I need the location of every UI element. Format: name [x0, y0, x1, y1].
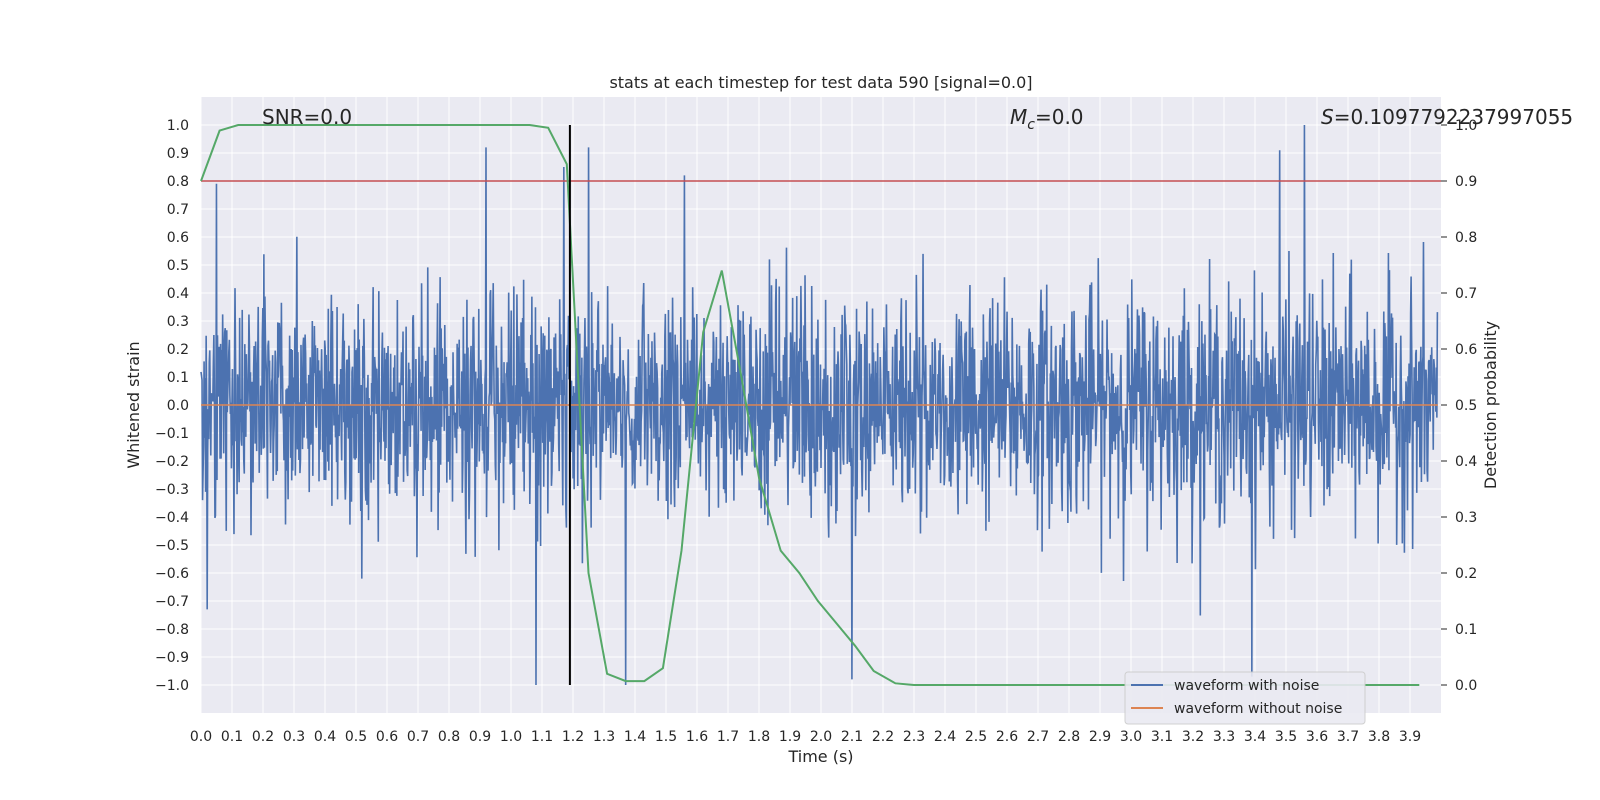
x-tick-label: 2.7	[1027, 729, 1049, 745]
x-tick-label: 2.2	[872, 729, 894, 745]
x-tick-label: 3.4	[1244, 729, 1266, 745]
y-tick-label: −1.0	[155, 678, 189, 694]
x-tick-label: 3.8	[1368, 729, 1390, 745]
y2-tick-label: 0.5	[1455, 398, 1477, 414]
legend-box	[1124, 671, 1366, 725]
annotation-mc-subscript: c	[1027, 117, 1035, 133]
y2-tick-label: 0.9	[1455, 174, 1477, 190]
x-tick-label: 2.5	[965, 729, 987, 745]
chart-title: stats at each timestep for test data 590…	[609, 73, 1032, 92]
y-tick-label: −0.7	[155, 594, 189, 610]
annotation-mc: Mc=0.0	[1010, 105, 1084, 133]
x-tick-label: 3.5	[1275, 729, 1297, 745]
annotation-snr: SNR=0.0	[262, 105, 352, 129]
y-tick-label: 0.2	[167, 342, 189, 358]
y2-tick-label: 0.3	[1455, 510, 1477, 526]
annotation-mc-symbol: M	[1010, 105, 1027, 129]
y-axis-label: Whitened strain	[124, 341, 143, 468]
y-tick-label: 0.6	[167, 230, 189, 246]
y2-tick-label: 0.8	[1455, 230, 1477, 246]
x-tick-label: 1.3	[593, 729, 615, 745]
x-tick-label: 1.2	[562, 729, 584, 745]
series-detection-probability	[200, 124, 1420, 686]
x-tick-label: 0.7	[407, 729, 429, 745]
waveform-with-noise-line	[200, 124, 1439, 686]
x-tick-label: 1.9	[779, 729, 801, 745]
x-tick-label: 2.3	[903, 729, 925, 745]
x-tick-label: 1.1	[531, 729, 553, 745]
x-tick-label: 0.2	[252, 729, 274, 745]
y2-tick-label: 0.2	[1455, 566, 1477, 582]
y-tick-label: −0.6	[155, 566, 189, 582]
x-tick-label: 2.0	[810, 729, 832, 745]
x-tick-label: 0.3	[283, 729, 305, 745]
legend-label-noise: waveform with noise	[1174, 678, 1319, 694]
x-tick-label: 2.9	[1089, 729, 1111, 745]
y-tick-label: 0.0	[167, 398, 189, 414]
x-tick-label: 1.0	[500, 729, 522, 745]
x-tick-label: 3.1	[1151, 729, 1173, 745]
y2-tick-label: 0.4	[1455, 454, 1477, 470]
x-tick-label: 0.4	[314, 729, 336, 745]
x-tick-label: 0.9	[469, 729, 491, 745]
y-tick-label: −0.3	[155, 482, 189, 498]
x-tick-label: 2.6	[996, 729, 1018, 745]
legend: waveform with noise waveform without noi…	[1124, 671, 1366, 725]
y-tick-label: 0.4	[167, 286, 189, 302]
y-tick-label: −0.9	[155, 650, 189, 666]
y-tick-label: 0.7	[167, 202, 189, 218]
y2-tick-labels: 1.0 0.9 0.8 0.7 0.6 0.5 0.4 0.3 0.2 0.1 0.0	[1441, 118, 1477, 694]
x-tick-label: 3.9	[1399, 729, 1421, 745]
x-tick-label: 1.5	[655, 729, 677, 745]
x-tick-label: 3.2	[1182, 729, 1204, 745]
detection-probability-line	[200, 124, 1420, 686]
y-tick-label: 1.0	[167, 118, 189, 134]
y-tick-label: −0.1	[155, 426, 189, 442]
annotation-s-value: =0.1097792237997055	[1334, 105, 1573, 129]
x-tick-label: 1.4	[624, 729, 646, 745]
x-tick-label: 0.8	[438, 729, 460, 745]
x-tick-label: 3.0	[1120, 729, 1142, 745]
annotation-s: S=0.1097792237997055	[1321, 105, 1573, 129]
y-tick-label: 0.5	[167, 258, 189, 274]
y-tick-label: 0.3	[167, 314, 189, 330]
y-tick-label: −0.4	[155, 510, 189, 526]
x-axis-label: Time (s)	[787, 747, 853, 766]
x-tick-label: 1.8	[748, 729, 770, 745]
x-tick-label: 2.4	[934, 729, 956, 745]
y-tick-label: 0.8	[167, 174, 189, 190]
annotation-mc-value: =0.0	[1035, 105, 1084, 129]
y-tick-label: −0.8	[155, 622, 189, 638]
x-tick-label: 0.0	[190, 729, 212, 745]
x-tick-label: 1.7	[717, 729, 739, 745]
x-tick-label: 3.6	[1306, 729, 1328, 745]
annotation-s-symbol: S	[1321, 105, 1334, 129]
y-tick-label: −0.5	[155, 538, 189, 554]
y-tick-labels: 1.0 0.9 0.8 0.7 0.6 0.5 0.4 0.3 0.2 0.1 0.0 −0.1 −0.…	[155, 118, 189, 694]
y2-tick-label: 0.7	[1455, 286, 1477, 302]
y2-tick-label: 0.0	[1455, 678, 1477, 694]
x-tick-label: 2.1	[841, 729, 863, 745]
x-tick-label: 2.8	[1058, 729, 1080, 745]
y2-tick-label: 0.1	[1455, 622, 1477, 638]
x-tick-labels: 0.0 0.1 0.2 0.3 0.4 0.5 0.6 0.7 0.8 0.9 1.0 1.1 1.2 1…	[190, 729, 1421, 745]
y2-axis-label: Detection probability	[1481, 321, 1500, 489]
x-tick-label: 1.6	[686, 729, 708, 745]
x-tick-label: 0.6	[376, 729, 398, 745]
y2-tick-label: 0.6	[1455, 342, 1477, 358]
y-tick-label: 0.9	[167, 146, 189, 162]
y-tick-label: −0.2	[155, 454, 189, 470]
y2-tick-label: 1.0	[1455, 118, 1477, 134]
x-tick-label: 0.1	[221, 729, 243, 745]
series-waveform-with-noise	[200, 124, 1439, 686]
y-tick-label: 0.1	[167, 370, 189, 386]
x-tick-label: 3.3	[1213, 729, 1235, 745]
x-tick-label: 0.5	[345, 729, 367, 745]
x-tick-label: 3.7	[1337, 729, 1359, 745]
legend-label-clean: waveform without noise	[1174, 701, 1342, 717]
